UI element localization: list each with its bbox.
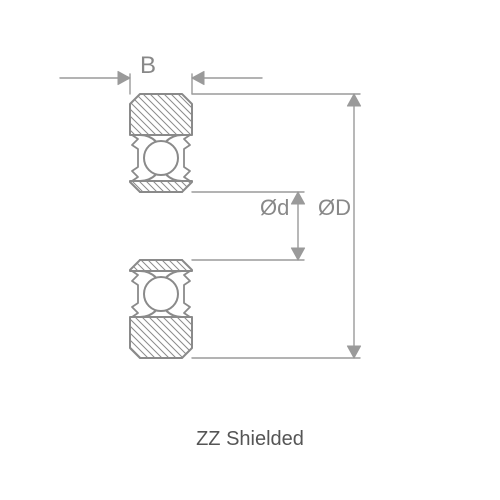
dimension-label-outer-diameter-D: ØD [318, 195, 351, 221]
bearing-cross-section-drawing [0, 0, 500, 500]
dimension-label-width-B: B [140, 52, 156, 80]
caption: ZZ Shielded [0, 428, 500, 451]
dimension-label-bore-diameter-d: Ød [260, 195, 289, 221]
diagram-stage: B Ød ØD ZZ Shielded [0, 0, 500, 500]
